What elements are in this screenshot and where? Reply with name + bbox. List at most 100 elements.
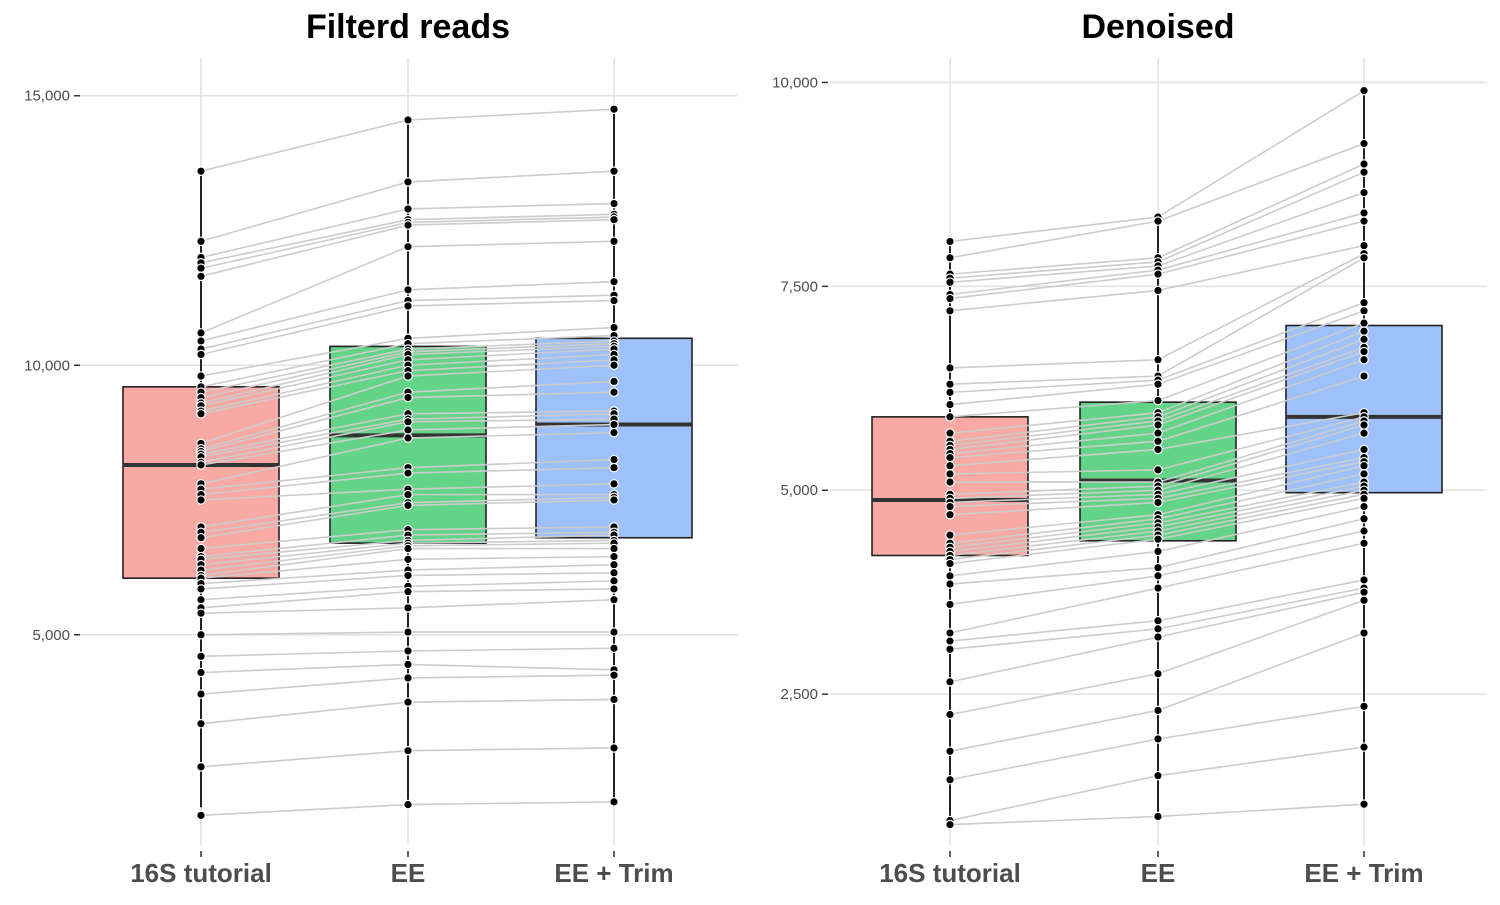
- data-point: [1154, 625, 1162, 633]
- data-point: [197, 811, 205, 819]
- data-point: [946, 531, 954, 539]
- data-point: [404, 501, 412, 509]
- data-point: [1360, 429, 1368, 437]
- data-point: [1154, 535, 1162, 543]
- data-point: [1360, 347, 1368, 355]
- data-point: [404, 698, 412, 706]
- data-point: [1360, 596, 1368, 604]
- data-point: [1360, 494, 1368, 502]
- data-point: [1360, 86, 1368, 94]
- data-point: [197, 272, 205, 280]
- data-point: [610, 596, 618, 604]
- data-point: [1360, 298, 1368, 306]
- panel-title: Denoised: [1081, 8, 1234, 46]
- data-point: [197, 534, 205, 542]
- data-point: [197, 668, 205, 676]
- data-point: [1360, 462, 1368, 470]
- data-point: [946, 502, 954, 510]
- data-point: [197, 461, 205, 469]
- data-point: [404, 434, 412, 442]
- data-point: [1360, 254, 1368, 262]
- data-point: [197, 337, 205, 345]
- data-point: [404, 544, 412, 552]
- data-point: [404, 302, 412, 310]
- data-point: [946, 388, 954, 396]
- data-point: [404, 571, 412, 579]
- data-point: [1360, 160, 1368, 168]
- data-point: [946, 380, 954, 388]
- data-point: [1360, 470, 1368, 478]
- data-point: [1154, 706, 1162, 714]
- data-point: [197, 609, 205, 617]
- data-point: [1360, 217, 1368, 225]
- data-point: [610, 296, 618, 304]
- data-point: [1154, 633, 1162, 641]
- data-point: [946, 364, 954, 372]
- data-point: [404, 372, 412, 380]
- y-tick-label: 2,500: [780, 686, 818, 703]
- data-point: [1154, 421, 1162, 429]
- data-point: [1154, 547, 1162, 555]
- data-point: [946, 453, 954, 461]
- data-point: [197, 410, 205, 418]
- data-point: [946, 413, 954, 421]
- data-point: [946, 478, 954, 486]
- data-point: [404, 604, 412, 612]
- data-point: [197, 544, 205, 552]
- data-point: [197, 372, 205, 380]
- data-point: [610, 428, 618, 436]
- data-point: [946, 278, 954, 286]
- data-point: [610, 199, 618, 207]
- data-point: [1154, 396, 1162, 404]
- data-point: [1360, 800, 1368, 808]
- data-point: [946, 580, 954, 588]
- data-point: [946, 307, 954, 315]
- data-point: [1360, 702, 1368, 710]
- x-tick-label: EE + Trim: [1304, 858, 1423, 888]
- data-point: [1360, 576, 1368, 584]
- data-point: [610, 544, 618, 552]
- data-point: [197, 763, 205, 771]
- x-tick-label: EE + Trim: [554, 858, 673, 888]
- data-point: [1360, 241, 1368, 249]
- data-point: [610, 552, 618, 560]
- data-point: [197, 585, 205, 593]
- data-point: [610, 695, 618, 703]
- data-point: [946, 470, 954, 478]
- data-point: [1360, 588, 1368, 596]
- data-point: [610, 798, 618, 806]
- data-point: [1154, 286, 1162, 294]
- data-point: [610, 278, 618, 286]
- y-tick-label: 5,000: [780, 482, 818, 499]
- data-point: [404, 800, 412, 808]
- data-point: [1154, 735, 1162, 743]
- data-point: [404, 426, 412, 434]
- data-point: [610, 237, 618, 245]
- data-point: [1360, 188, 1368, 196]
- data-point: [1154, 670, 1162, 678]
- panel-filtered-reads: 5,000 10,000 15,000 16S tutorial EE EE + Trim…: [24, 8, 738, 888]
- data-point: [1360, 421, 1368, 429]
- x-tick-label: 16S tutorial: [130, 858, 272, 888]
- data-point: [404, 393, 412, 401]
- data-point: [946, 678, 954, 686]
- data-point: [946, 747, 954, 755]
- y-tick-label: 15,000: [24, 88, 70, 105]
- data-point: [404, 205, 412, 213]
- x-tick-label: EE: [1141, 858, 1176, 888]
- data-point: [610, 744, 618, 752]
- data-point: [197, 350, 205, 358]
- data-point: [610, 105, 618, 113]
- data-point: [1360, 629, 1368, 637]
- y-tick-label: 10,000: [772, 74, 818, 91]
- data-point: [1154, 445, 1162, 453]
- data-point: [946, 629, 954, 637]
- x-tick-label: EE: [391, 858, 426, 888]
- data-point: [1360, 502, 1368, 510]
- data-point: [610, 388, 618, 396]
- data-point: [1360, 307, 1368, 315]
- data-point: [404, 674, 412, 682]
- data-point: [946, 710, 954, 718]
- data-point: [1154, 498, 1162, 506]
